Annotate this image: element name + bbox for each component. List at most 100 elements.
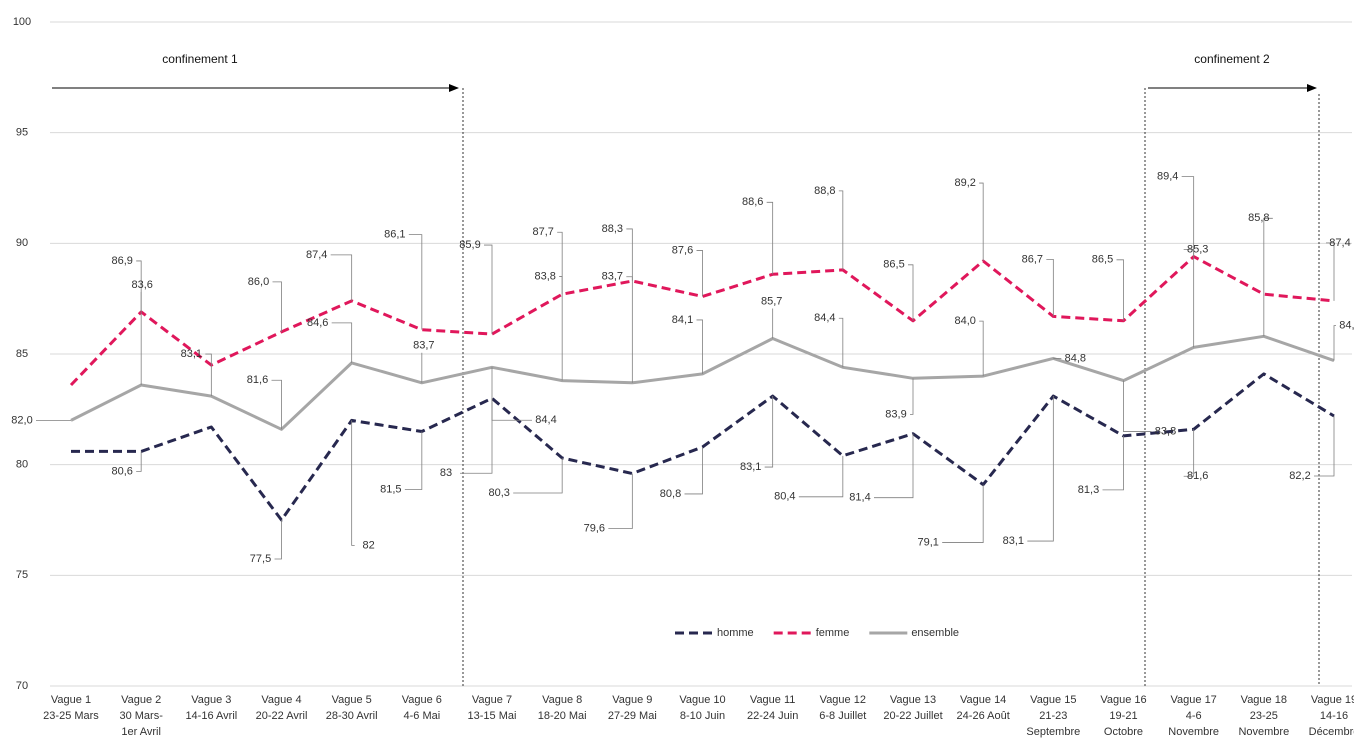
data-label: 83,6 bbox=[131, 279, 152, 291]
leader-line bbox=[1314, 415, 1335, 477]
data-label: 86,7 bbox=[1022, 253, 1043, 265]
data-label: 83,7 bbox=[602, 271, 623, 283]
data-label: 80,4 bbox=[774, 491, 795, 503]
x-tick-label: Vague 12 bbox=[820, 694, 866, 706]
data-label: 84,6 bbox=[307, 317, 328, 329]
leader-line bbox=[330, 254, 353, 301]
leader-line bbox=[460, 398, 493, 474]
data-label: 87,6 bbox=[672, 244, 693, 256]
leader-line bbox=[764, 396, 774, 468]
data-label: 83 bbox=[440, 467, 452, 479]
leader-line bbox=[491, 367, 532, 421]
data-label: 81,6 bbox=[1187, 470, 1208, 482]
x-tick-label: 8-10 Juin bbox=[680, 710, 725, 722]
x-tick-label: Vague 14 bbox=[960, 694, 1006, 706]
leader-line bbox=[838, 317, 844, 368]
legend-label: ensemble bbox=[911, 627, 959, 639]
data-label: 79,6 bbox=[584, 522, 605, 534]
data-label: 83,1 bbox=[1003, 535, 1024, 547]
data-label: 85,8 bbox=[1248, 212, 1269, 224]
leader-line bbox=[1102, 435, 1124, 491]
leader-line bbox=[766, 201, 774, 275]
data-label: 88,8 bbox=[814, 185, 835, 197]
y-tick-label: 75 bbox=[16, 569, 28, 581]
x-tick-label: 24-26 Août bbox=[957, 710, 1010, 722]
x-tick-label: Novembre bbox=[1168, 726, 1219, 738]
data-label: 83,7 bbox=[413, 340, 434, 352]
x-tick-label: Vague 18 bbox=[1241, 694, 1287, 706]
data-label: 85,3 bbox=[1187, 243, 1208, 255]
data-label: 84,0 bbox=[954, 315, 975, 327]
x-tick-label: Vague 13 bbox=[890, 694, 936, 706]
data-label: 81,5 bbox=[380, 483, 401, 495]
leader-line bbox=[1183, 429, 1195, 477]
leader-line bbox=[205, 353, 212, 397]
x-tick-label: 23-25 Mars bbox=[43, 710, 99, 722]
x-tick-label: 13-15 Mai bbox=[468, 710, 517, 722]
x-tick-label: 22-24 Juin bbox=[747, 710, 798, 722]
leader-line bbox=[696, 250, 703, 297]
leader-line bbox=[408, 234, 423, 330]
x-tick-label: Vague 6 bbox=[402, 694, 442, 706]
data-label: 89,2 bbox=[954, 177, 975, 189]
data-label: 86,9 bbox=[111, 255, 132, 267]
data-label: 83,8 bbox=[1155, 425, 1176, 437]
data-label: 82,0 bbox=[11, 414, 32, 426]
data-label: 80,8 bbox=[660, 488, 681, 500]
leader-line bbox=[798, 455, 844, 498]
x-tick-label: Vague 3 bbox=[191, 694, 231, 706]
data-label: 80,6 bbox=[111, 465, 132, 477]
x-tick-label: Vague 5 bbox=[332, 694, 372, 706]
x-tick-label: 21-23 bbox=[1039, 710, 1067, 722]
legend-label: homme bbox=[717, 627, 754, 639]
leader-line bbox=[1333, 325, 1336, 361]
x-tick-label: 14-16 bbox=[1320, 710, 1348, 722]
leader-line bbox=[1326, 242, 1335, 301]
y-tick-label: 70 bbox=[16, 680, 28, 692]
y-tick-label: 100 bbox=[13, 16, 31, 28]
data-label: 83,8 bbox=[534, 270, 555, 282]
x-tick-label: 14-16 Avril bbox=[185, 710, 237, 722]
leader-line bbox=[1183, 248, 1195, 348]
x-tick-label: 27-29 Mai bbox=[608, 710, 657, 722]
x-tick-label: Vague 10 bbox=[679, 694, 725, 706]
x-tick-label: 4-6 bbox=[1186, 710, 1202, 722]
leader-line bbox=[1181, 176, 1195, 257]
leader-line bbox=[1123, 380, 1152, 432]
x-tick-label: Vague 8 bbox=[542, 694, 582, 706]
leader-line bbox=[1046, 258, 1054, 317]
y-tick-label: 95 bbox=[16, 127, 28, 139]
data-label: 83,9 bbox=[885, 408, 906, 420]
leader-line bbox=[910, 378, 914, 415]
x-tick-label: Novembre bbox=[1238, 726, 1289, 738]
leader-line bbox=[942, 484, 984, 543]
annotation: confinement 2 bbox=[1194, 52, 1270, 66]
leader-line bbox=[1263, 217, 1273, 337]
data-label: 86,0 bbox=[248, 276, 269, 288]
legend-label: femme bbox=[816, 627, 850, 639]
x-tick-label: Vague 2 bbox=[121, 694, 161, 706]
data-label: 84,8 bbox=[1065, 352, 1086, 364]
data-label: 85,7 bbox=[761, 295, 782, 307]
y-tick-label: 90 bbox=[16, 237, 28, 249]
data-label: 81,6 bbox=[247, 374, 268, 386]
leader-line bbox=[272, 281, 282, 332]
x-tick-label: Vague 19 bbox=[1311, 694, 1354, 706]
annotation: confinement 1 bbox=[162, 52, 238, 66]
leader-line bbox=[271, 379, 282, 430]
data-label: 81,3 bbox=[1078, 484, 1099, 496]
x-tick-label: Vague 4 bbox=[261, 694, 301, 706]
leader-line bbox=[608, 473, 633, 529]
x-tick-label: Vague 9 bbox=[612, 694, 652, 706]
x-tick-label: 30 Mars- bbox=[119, 710, 163, 722]
data-label: 85,9 bbox=[459, 239, 480, 251]
leader-line bbox=[908, 264, 914, 321]
leader-line bbox=[838, 190, 844, 270]
leader-line bbox=[484, 244, 493, 335]
leader-line bbox=[136, 451, 142, 472]
x-tick-label: 23-25 bbox=[1250, 710, 1278, 722]
data-label: 83,1 bbox=[181, 348, 202, 360]
x-tick-label: Septembre bbox=[1026, 726, 1080, 738]
